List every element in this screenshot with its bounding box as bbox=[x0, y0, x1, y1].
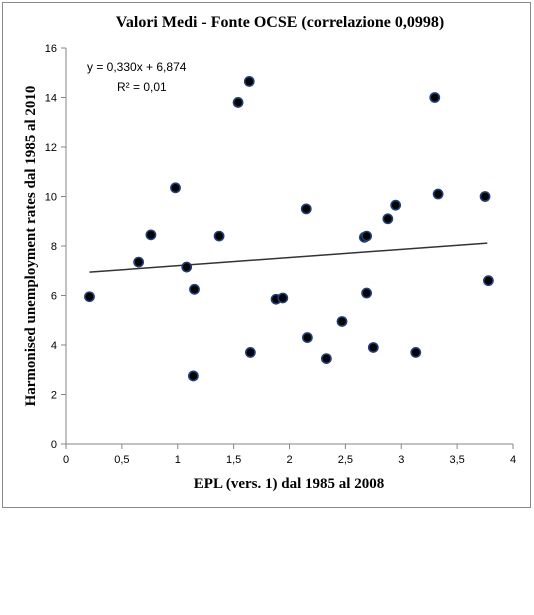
chart-title: Valori Medi - Fonte OCSE (correlazione 0… bbox=[116, 14, 444, 31]
x-tick-label: 3 bbox=[398, 454, 404, 466]
y-tick-label: 6 bbox=[51, 291, 57, 303]
data-point bbox=[367, 342, 379, 353]
data-point bbox=[301, 332, 313, 343]
y-tick-label: 0 bbox=[51, 439, 57, 451]
y-tick-label: 10 bbox=[45, 192, 57, 204]
y-tick-label: 16 bbox=[45, 43, 57, 55]
axes bbox=[61, 47, 514, 449]
data-point bbox=[243, 76, 255, 87]
x-tick-label: 3,5 bbox=[449, 454, 464, 466]
trendline-group bbox=[89, 242, 488, 273]
y-tick-label: 14 bbox=[45, 93, 57, 105]
data-point bbox=[320, 353, 332, 365]
y-tick-label: 4 bbox=[51, 340, 57, 352]
data-point bbox=[432, 188, 444, 200]
data-point bbox=[429, 92, 441, 103]
data-points bbox=[84, 76, 494, 382]
data-point bbox=[133, 256, 145, 268]
data-point bbox=[232, 97, 244, 108]
data-point bbox=[410, 347, 422, 358]
x-tick-label: 0,5 bbox=[114, 454, 129, 466]
data-point bbox=[300, 203, 312, 215]
data-point bbox=[390, 199, 402, 211]
x-tick-label: 0 bbox=[63, 454, 69, 466]
data-point bbox=[187, 370, 199, 382]
data-point bbox=[213, 230, 225, 242]
x-tick-label: 2,5 bbox=[338, 454, 353, 466]
data-point bbox=[361, 287, 373, 299]
data-point bbox=[145, 229, 157, 241]
data-point bbox=[479, 191, 491, 202]
y-tick-label: 8 bbox=[51, 241, 57, 253]
trendline bbox=[89, 242, 488, 273]
trendline-r2: R² = 0,01 bbox=[117, 80, 167, 94]
data-point bbox=[181, 261, 193, 273]
data-point bbox=[382, 213, 394, 225]
data-point bbox=[336, 316, 348, 327]
x-tick-label: 1,5 bbox=[226, 454, 241, 466]
x-tick-label: 4 bbox=[510, 454, 516, 466]
data-point bbox=[244, 347, 256, 358]
data-point bbox=[84, 291, 95, 303]
data-point bbox=[277, 292, 289, 304]
data-point bbox=[189, 283, 200, 295]
trendline-equation: y = 0,330x + 6,874 bbox=[87, 60, 187, 74]
y-axis-label: Harmonised unemployment rates dal 1985 a… bbox=[23, 86, 39, 407]
tick-labels: 0 0,5 1 1,5 2 2,5 3 3,5 4 0 2 4 6 8 10 12 14 16 bbox=[45, 43, 516, 466]
chart-frame bbox=[2, 2, 531, 508]
y-tick-label: 12 bbox=[45, 142, 57, 154]
data-point bbox=[483, 275, 494, 287]
data-point bbox=[170, 182, 181, 194]
x-tick-label: 1 bbox=[175, 454, 181, 466]
x-axis-label: EPL (vers. 1) dal 1985 al 2008 bbox=[194, 476, 384, 492]
y-tick-label: 2 bbox=[51, 390, 57, 402]
data-point bbox=[361, 230, 373, 242]
x-tick-label: 2 bbox=[286, 454, 292, 466]
